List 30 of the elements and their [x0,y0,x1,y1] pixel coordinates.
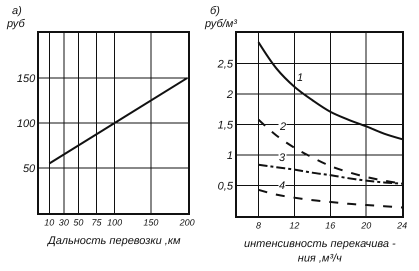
chart-title: б) [210,5,220,17]
y-tick-label: 150 [16,72,36,85]
series-label: 3 [279,152,286,164]
x-tick-label: 200 [178,218,195,228]
series-label: 1 [297,72,304,84]
x-tick-label: 50 [73,218,84,228]
y-tick-label: 0,5 [218,180,234,192]
x-tick-label: 75 [91,218,102,228]
y-tick-label: 100 [16,118,36,130]
y-tick-label: 1 [226,150,233,162]
y-tick-label: 2,5 [216,58,234,70]
x-tick-label: 8 [256,220,261,231]
x-axis-title: Дальность перевозки ,км [46,235,182,247]
y-tick-label: 2 [226,88,233,101]
x-tick-label: 24 [396,220,408,231]
series-label: 4 [279,180,286,192]
x-tick-label: 100 [107,218,122,228]
y-axis-title: руб [6,18,26,30]
chart-title: а) [12,5,22,17]
x-tick-label: 10 [44,218,54,228]
x-tick-label: 20 [360,220,372,231]
x-tick-label: 12 [289,220,300,231]
x-axis-title: интенсивность перекачива - ния ,м³/ч [244,238,396,264]
y-tick-label: 50 [22,162,36,175]
x-tick-label: 150 [143,218,158,228]
y-tick-label: 1,5 [218,119,234,132]
series-label: 2 [279,121,286,133]
x-tick-label: 30 [58,218,69,228]
x-tick-label: 16 [325,220,336,231]
y-axis-title: руб/м³ [204,18,238,30]
